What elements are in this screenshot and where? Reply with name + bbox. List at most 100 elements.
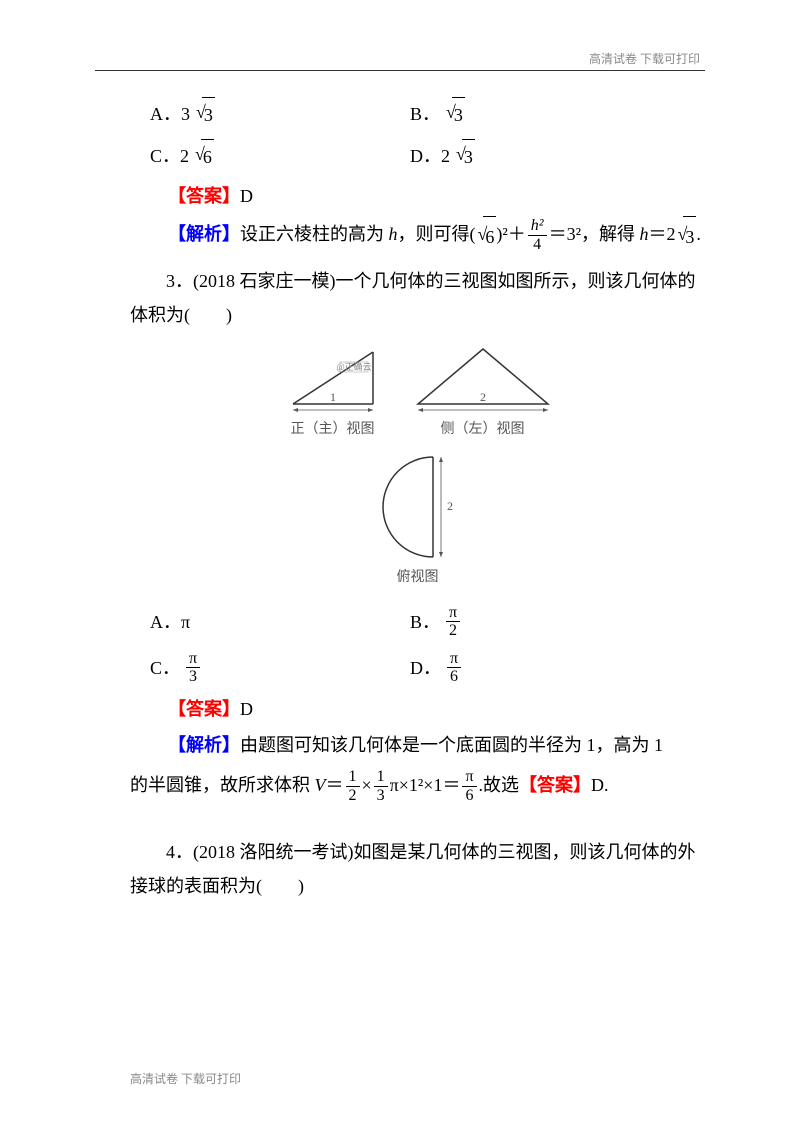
q2-analysis-text4: ＝3²，解得 (549, 224, 640, 244)
q2-analysis-text6: . (696, 224, 701, 244)
q4-stem: 4．(2018 洛阳统一考试)如图是某几何体的三视图，则该几何体的外接球的表面积… (130, 835, 705, 903)
q3-analysis-text2: 的半圆锥，故所求体积 (130, 775, 315, 795)
sqrt-icon: √3 (456, 137, 475, 174)
q2-option-b: B． √3 (410, 95, 705, 132)
q2-option-d: D．2 √3 (410, 137, 705, 174)
sqrt3: 3 (683, 216, 696, 258)
q2-analysis-text1: 设正六棱柱的高为 (240, 224, 389, 244)
frac-den: 2 (346, 787, 360, 805)
frac-num: π (447, 650, 461, 669)
top-view-svg: 2 (363, 452, 473, 562)
sqrt-icon: √3 (196, 95, 215, 132)
figures-row-top: @正确云 1 正（主）视图 2 侧（左）视图 (130, 344, 705, 444)
svg-text:2: 2 (480, 390, 486, 404)
q2-option-c: C．2 √6 (130, 137, 410, 174)
q3-answer: D (240, 699, 253, 719)
sqrt-icon: √3 (677, 214, 696, 258)
q2-analysis-text2: ，则可得( (398, 224, 476, 244)
figures-row-bottom: 2 俯视图 (130, 452, 705, 592)
frac-den: 2 (446, 622, 460, 640)
fraction: π2 (446, 604, 460, 640)
page-content: A．3 √3 B． √3 C．2 √6 D．2 √3 【答案】D 【解析】设正六… (130, 95, 705, 904)
q2-answer: D (240, 186, 253, 206)
frac-den: 6 (447, 668, 461, 686)
frac-den: 4 (530, 236, 544, 254)
answer-label: 【答案】 (168, 186, 240, 206)
side-view-label: 侧（左）视图 (441, 417, 525, 444)
q2-analysis-line: 【解析】设正六棱柱的高为 h，则可得(√6)²＋h²4＝3²，解得 h＝2√3. (130, 214, 705, 258)
var-h: h (389, 224, 398, 244)
fraction: 12 (346, 768, 360, 804)
fraction: π6 (462, 768, 476, 804)
frac-den: 6 (462, 787, 476, 805)
sqrt-icon: √6 (478, 214, 497, 258)
watermark-text: @正确云 (336, 361, 371, 372)
var-V: V (315, 775, 326, 795)
frac-num: π (186, 650, 200, 669)
q3-stem: 3．(2018 石家庄一模)一个几何体的三视图如图所示，则该几何体的体积为( ) (130, 264, 705, 332)
q2-optB-prefix: B． (410, 97, 440, 131)
frac-num: h² (528, 217, 547, 236)
q3-stem-text: 3．(2018 石家庄一模)一个几何体的三视图如图所示，则该几何体的体积为( ) (130, 264, 705, 332)
front-view-svg: @正确云 1 (278, 344, 388, 414)
q3-answer-line: 【答案】D (130, 692, 705, 726)
q2-analysis-text3: )²＋ (496, 224, 525, 244)
frac-num: π (462, 768, 476, 787)
svg-text:1: 1 (330, 390, 336, 404)
q3-analysis-line2: 的半圆锥，故所求体积 V＝12×13π×1²×1＝π6.故选【答案】D. (130, 766, 705, 806)
q2-optB-radicand: 3 (452, 97, 465, 132)
q3-option-b: B． π2 (410, 604, 705, 640)
q3-analysis-line1: 【解析】由题图可知该几何体是一个底面圆的半径为 1，高为 1 (130, 726, 705, 766)
q2-options-row2: C．2 √6 D．2 √3 (130, 137, 705, 174)
answer-label: 【答案】 (519, 775, 591, 795)
q3-optD-prefix: D． (410, 651, 441, 685)
svg-text:2: 2 (447, 499, 453, 513)
q2-optC-radicand: 6 (201, 139, 214, 174)
q3-optA-text: A．π (150, 612, 190, 632)
q3-option-c: C． π3 (130, 650, 410, 686)
q3-option-a: A．π (130, 605, 410, 639)
fraction: 13 (374, 768, 388, 804)
frac-num: π (446, 604, 460, 623)
side-view: 2 侧（左）视图 (408, 344, 558, 444)
q3-analysis-text5: D. (591, 775, 609, 795)
fraction: π3 (186, 650, 200, 686)
sqrt-icon: √3 (446, 95, 465, 132)
footer-text: 高清试卷 下载可打印 (130, 1070, 241, 1087)
frac-num: 1 (346, 768, 360, 787)
top-view: 2 俯视图 (363, 452, 473, 592)
front-view-label: 正（主）视图 (291, 417, 375, 444)
frac-den: 3 (374, 787, 388, 805)
q3-analysis-text1: 由题图可知该几何体是一个底面圆的半径为 1，高为 1 (240, 735, 663, 755)
q2-analysis-text5: ＝2 (648, 224, 675, 244)
q2-optD-radicand: 3 (462, 139, 475, 174)
header-text: 高清试卷 下载可打印 (589, 50, 700, 67)
q2-answer-line: 【答案】D (130, 179, 705, 213)
q3-analysis: 【解析】由题图可知该几何体是一个底面圆的半径为 1，高为 1 的半圆锥，故所求体… (130, 726, 705, 805)
times: × (362, 775, 372, 795)
answer-label: 【答案】 (168, 699, 240, 719)
sqrt-icon: √6 (195, 137, 214, 174)
figure-block: @正确云 1 正（主）视图 2 侧（左）视图 (130, 344, 705, 591)
q4-stem-text: 4．(2018 洛阳统一考试)如图是某几何体的三视图，则该几何体的外接球的表面积… (130, 835, 705, 903)
top-view-label: 俯视图 (397, 565, 439, 592)
q2-option-a: A．3 √3 (130, 95, 410, 132)
fraction: h²4 (528, 217, 547, 253)
header-rule (95, 70, 705, 71)
q3-analysis-text4: .故选 (479, 775, 520, 795)
analysis-label: 【解析】 (168, 735, 240, 755)
frac-num: 1 (374, 768, 388, 787)
q3-optC-prefix: C． (150, 651, 180, 685)
q3-option-d: D． π6 (410, 650, 705, 686)
q3-options-row1: A．π B． π2 (130, 604, 705, 640)
q2-options-row1: A．3 √3 B． √3 (130, 95, 705, 132)
fraction: π6 (447, 650, 461, 686)
sqrt6: 6 (483, 216, 496, 258)
q2-optD-prefix: D．2 (410, 139, 450, 173)
analysis-label: 【解析】 (168, 224, 240, 244)
frac-den: 3 (186, 668, 200, 686)
q3-optB-prefix: B． (410, 605, 440, 639)
eq-sign: ＝ (326, 775, 344, 795)
side-view-svg: 2 (408, 344, 558, 414)
q2-optC-prefix: C．2 (150, 139, 189, 173)
